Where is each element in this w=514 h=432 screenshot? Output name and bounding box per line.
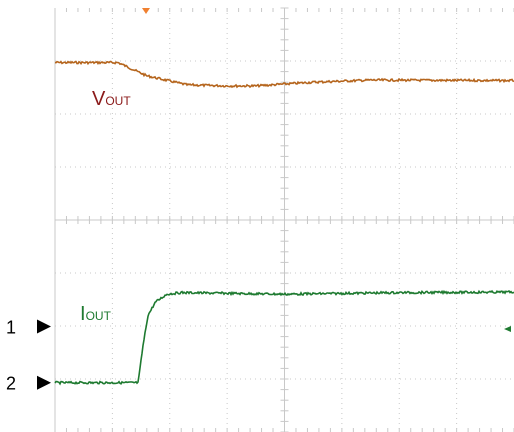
trace-labels: VOUT IOUT	[80, 88, 131, 325]
channel-markers: 12	[6, 318, 51, 394]
channel-2-marker-icon	[37, 375, 51, 390]
trace-vout	[54, 60, 514, 89]
grid	[54, 7, 514, 432]
channel-1-marker-icon	[37, 319, 51, 334]
traces	[54, 60, 514, 386]
vout-label: VOUT	[92, 88, 131, 110]
trace-iout	[54, 289, 514, 386]
channel-1-label: 1	[6, 318, 16, 338]
channel-2-label: 2	[6, 374, 16, 394]
trigger-position-icon	[142, 8, 150, 14]
trigger-level-icon	[504, 326, 511, 332]
iout-label: IOUT	[80, 303, 112, 325]
